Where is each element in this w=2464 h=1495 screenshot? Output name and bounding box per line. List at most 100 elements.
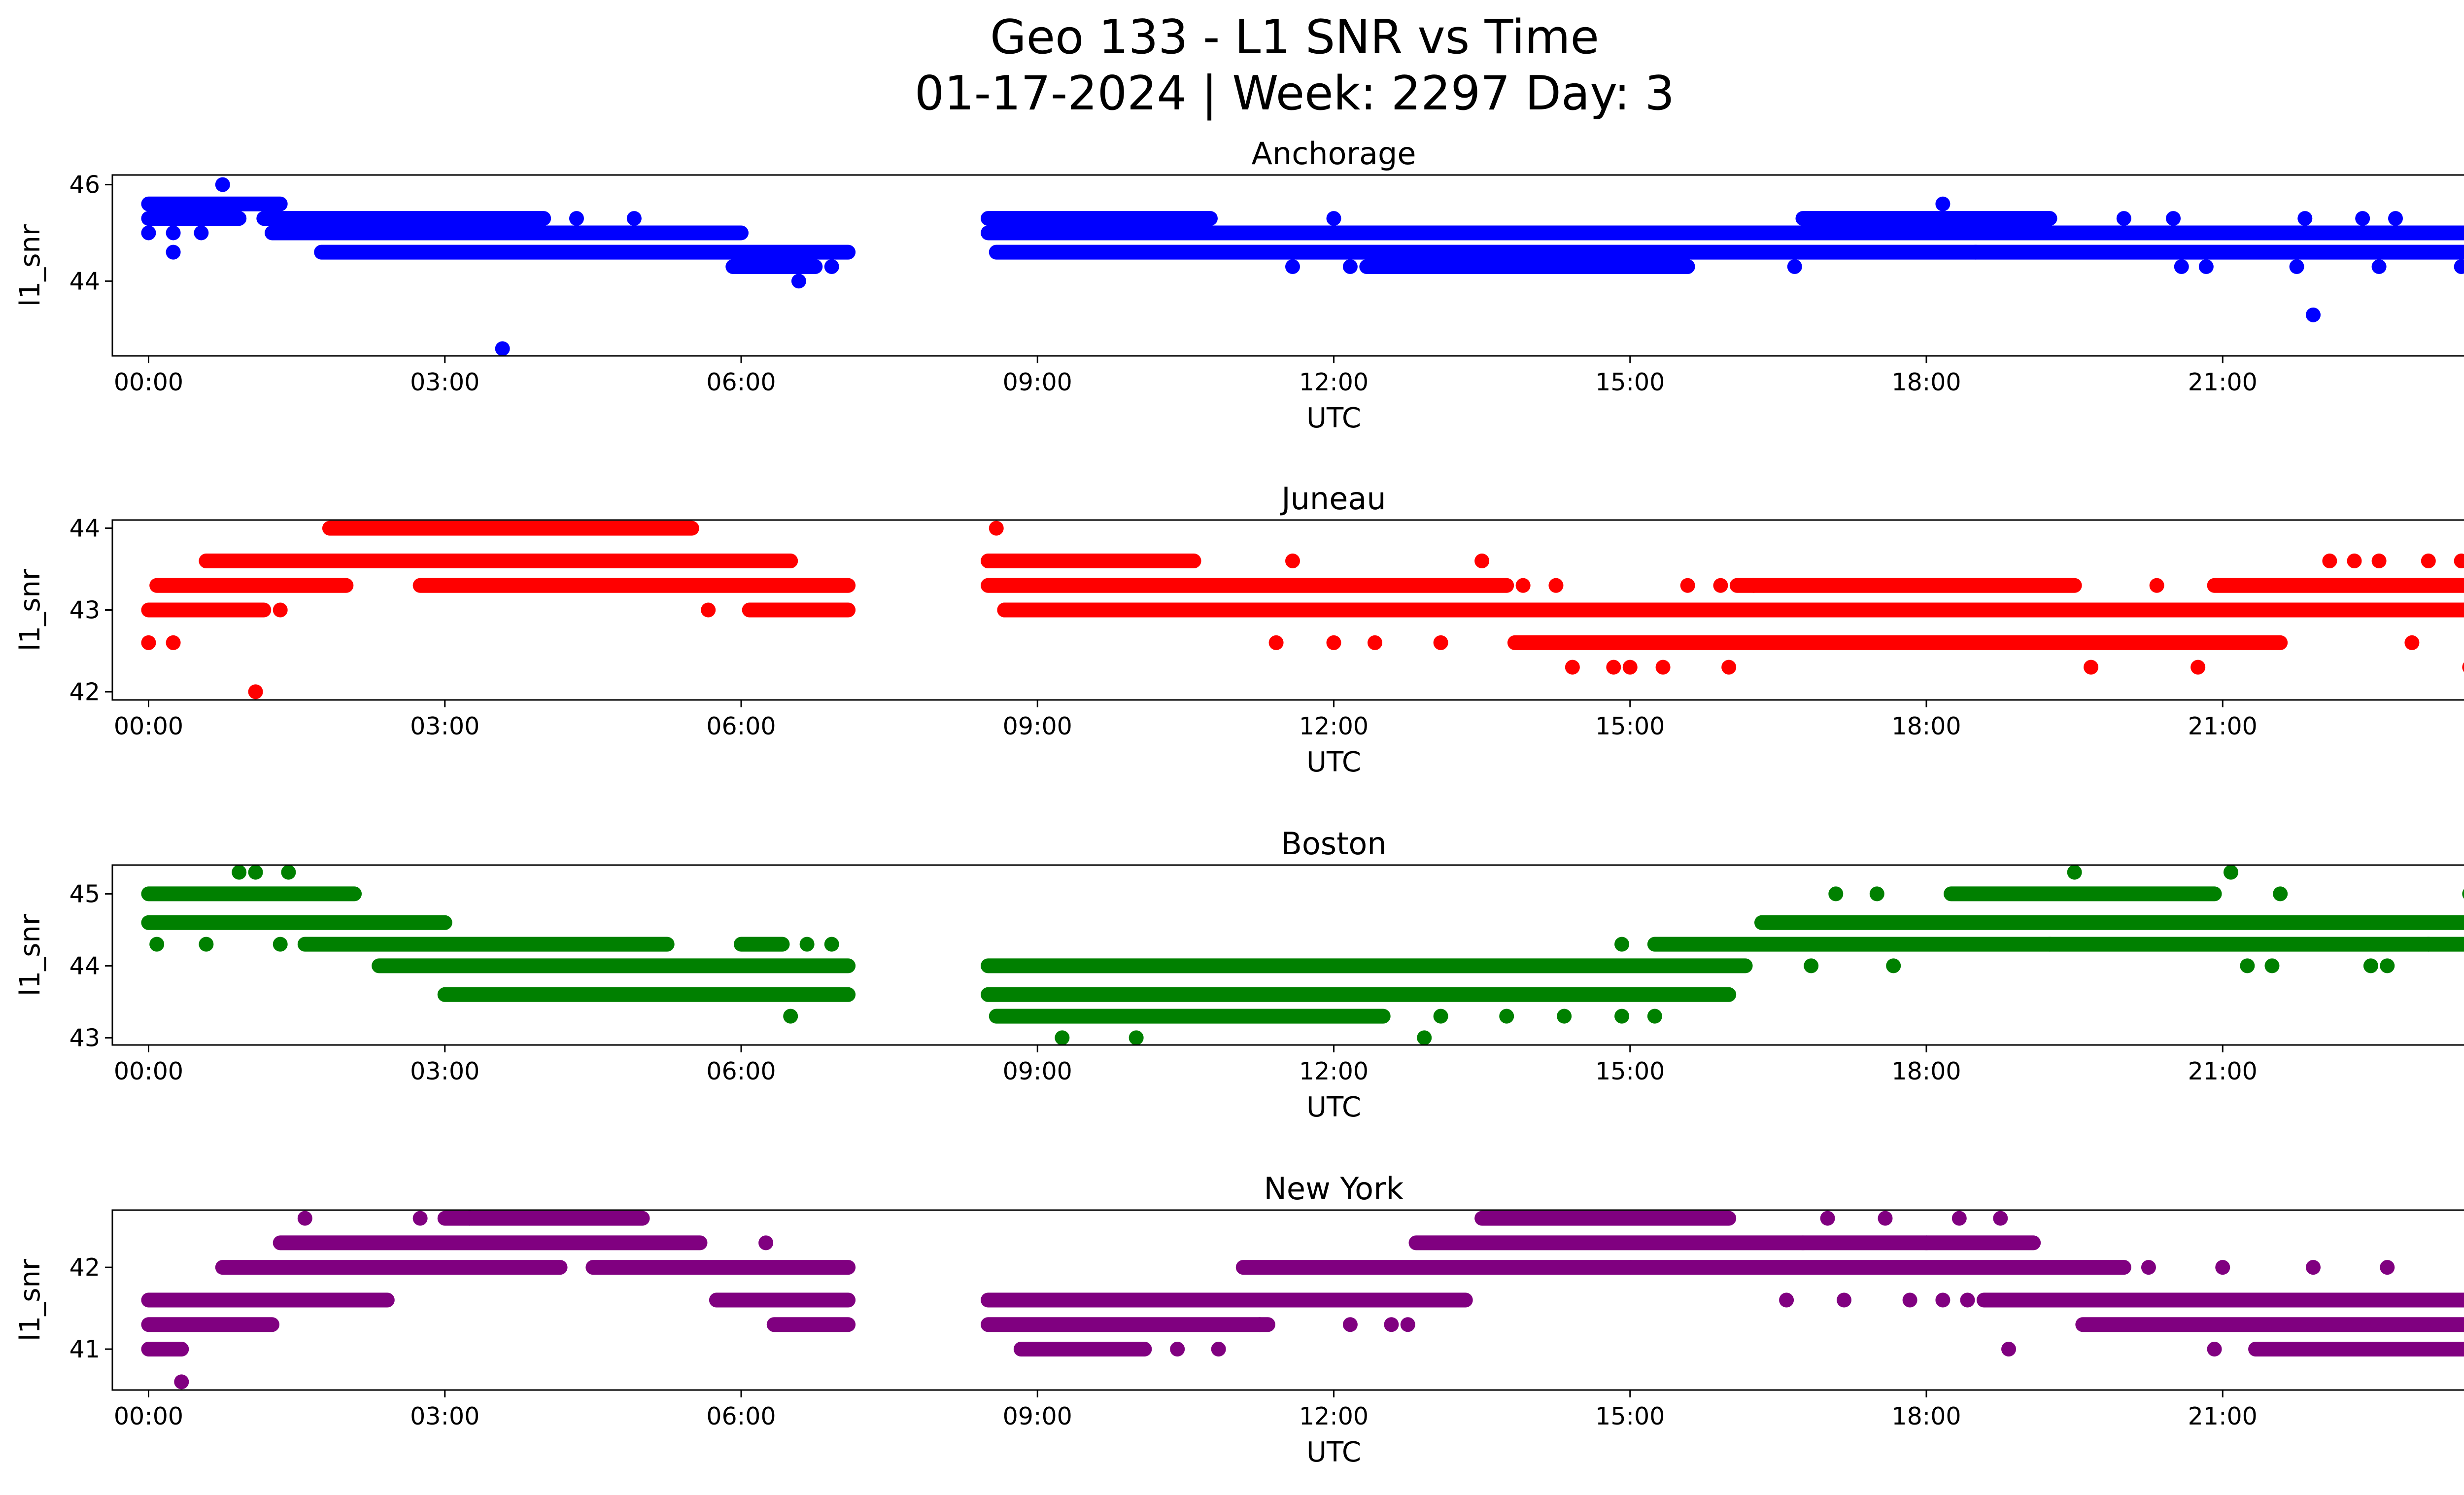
new-york-title: New York bbox=[1264, 1171, 1404, 1207]
boston-data-point bbox=[2380, 958, 2395, 973]
anchorage-data-point bbox=[166, 225, 181, 241]
new-york-data-point bbox=[1993, 1211, 2008, 1226]
new-york-data-point bbox=[1252, 1317, 1267, 1332]
new-york-data-point bbox=[2001, 1342, 2017, 1357]
new-york-data-point bbox=[1342, 1317, 1358, 1332]
boston-data-point bbox=[281, 865, 296, 880]
boston-data-point bbox=[2421, 937, 2436, 952]
juneau-x-tick-label: 06:00 bbox=[706, 712, 776, 740]
boston-x-tick-label: 15:00 bbox=[1595, 1057, 1665, 1085]
anchorage-data-point bbox=[2371, 259, 2387, 274]
new-york-data-point bbox=[2454, 1292, 2464, 1308]
new-york-x-tick-label: 15:00 bbox=[1595, 1402, 1665, 1430]
boston-data-point bbox=[149, 937, 165, 952]
new-york-data-point bbox=[2207, 1342, 2222, 1357]
boston-y-tick-label: 45 bbox=[69, 880, 100, 908]
boston-x-tick-label: 00:00 bbox=[114, 1057, 183, 1085]
new-york-data-point bbox=[1622, 1260, 1638, 1275]
boston-y-tick-label: 44 bbox=[69, 952, 100, 980]
new-york-x-tick-label: 21:00 bbox=[2188, 1402, 2258, 1430]
juneau-data-point bbox=[248, 684, 263, 699]
juneau-data-point bbox=[1515, 578, 1531, 593]
juneau-data-point bbox=[1548, 578, 1564, 593]
juneau-data-point bbox=[1606, 660, 1621, 675]
new-york-data-points bbox=[141, 1211, 2464, 1390]
new-york-data-point bbox=[1820, 1211, 1835, 1226]
juneau-data-point bbox=[1713, 578, 1728, 593]
boston-x-tick-label: 21:00 bbox=[2188, 1057, 2258, 1085]
juneau-data-point bbox=[2421, 553, 2436, 568]
new-york-x-tick-label: 00:00 bbox=[114, 1402, 183, 1430]
new-york-data-point bbox=[412, 1211, 428, 1226]
anchorage-y-tick-label: 46 bbox=[69, 171, 100, 199]
new-york-data-point bbox=[2413, 1292, 2428, 1308]
anchorage-x-tick-label: 15:00 bbox=[1595, 368, 1665, 396]
new-york-data-point bbox=[1951, 1211, 1967, 1226]
anchorage-data-point bbox=[2388, 211, 2403, 226]
juneau-data-point bbox=[1268, 635, 1284, 650]
juneau-data-point bbox=[2190, 660, 2206, 675]
juneau-y-tick-label: 42 bbox=[69, 678, 100, 706]
anchorage-data-point bbox=[166, 244, 181, 260]
boston-data-points bbox=[141, 865, 2464, 1045]
juneau-x-tick-label: 09:00 bbox=[1003, 712, 1072, 740]
new-york-data-point bbox=[1836, 1292, 1851, 1308]
juneau-x-tick-label: 15:00 bbox=[1595, 712, 1665, 740]
juneau-data-point bbox=[1680, 578, 1695, 593]
boston-data-point bbox=[2067, 865, 2082, 880]
new-york-data-point bbox=[1211, 1342, 1226, 1357]
juneau-data-point bbox=[1368, 635, 1383, 650]
boston-data-point bbox=[2240, 958, 2255, 973]
boston-data-point bbox=[199, 937, 214, 952]
juneau-y-tick-label: 43 bbox=[69, 596, 100, 625]
juneau-data-point bbox=[1474, 553, 1490, 568]
juneau-x-axis-label: UTC bbox=[1306, 746, 1361, 778]
juneau-x-tick-label: 03:00 bbox=[410, 712, 479, 740]
new-york-x-axis-label: UTC bbox=[1306, 1436, 1361, 1468]
juneau-data-point bbox=[2404, 635, 2420, 650]
anchorage-title: Anchorage bbox=[1251, 136, 1416, 172]
boston-x-axis-label: UTC bbox=[1306, 1091, 1361, 1123]
anchorage-data-point bbox=[626, 211, 642, 226]
boston-y-tick-label: 43 bbox=[69, 1024, 100, 1052]
anchorage-data-point bbox=[194, 225, 209, 241]
anchorage-data-point bbox=[2116, 211, 2131, 226]
juneau-data-point bbox=[989, 521, 1004, 536]
juneau-data-point bbox=[2347, 553, 2362, 568]
boston-data-point bbox=[799, 937, 815, 952]
boston-x-tick-label: 03:00 bbox=[410, 1057, 479, 1085]
boston-data-point bbox=[1804, 958, 1819, 973]
boston-data-point bbox=[2223, 865, 2238, 880]
anchorage-x-tick-label: 00:00 bbox=[114, 368, 183, 396]
new-york-data-point bbox=[174, 1374, 189, 1390]
new-york-data-point bbox=[1795, 1235, 1811, 1251]
new-york-data-point bbox=[1878, 1211, 1893, 1226]
juneau-data-point bbox=[1565, 660, 1580, 675]
juneau-data-point bbox=[1030, 602, 1045, 618]
juneau-data-point bbox=[1721, 660, 1737, 675]
new-york-data-point bbox=[1384, 1317, 1399, 1332]
subplot-juneau: Juneau 42 43 44 00:00 03:00 06:00 09:00 12:00 15:… bbox=[14, 481, 2464, 778]
juneau-data-point bbox=[166, 635, 181, 650]
anchorage-data-point bbox=[791, 274, 806, 289]
juneau-y-axis-label: l1_snr bbox=[14, 568, 46, 651]
juneau-data-point bbox=[1622, 660, 1638, 675]
boston-title: Boston bbox=[1281, 826, 1386, 862]
boston-data-point bbox=[1828, 886, 1844, 902]
boston-data-point bbox=[1433, 1008, 1448, 1024]
boston-data-point bbox=[232, 865, 247, 880]
anchorage-data-points bbox=[141, 177, 2464, 356]
boston-data-point bbox=[1614, 1008, 1630, 1024]
anchorage-x-tick-label: 09:00 bbox=[1003, 368, 1072, 396]
anchorage-data-point bbox=[824, 259, 839, 274]
boston-data-point bbox=[783, 1008, 798, 1024]
juneau-data-point bbox=[701, 602, 716, 618]
new-york-data-point bbox=[1960, 1292, 1975, 1308]
new-york-data-point bbox=[1919, 1235, 1934, 1251]
boston-data-point bbox=[1129, 1030, 1144, 1045]
juneau-data-point bbox=[2149, 578, 2164, 593]
boston-x-tick-label: 06:00 bbox=[706, 1057, 776, 1085]
anchorage-x-tick-label: 18:00 bbox=[1891, 368, 1961, 396]
boston-data-point bbox=[273, 937, 288, 952]
